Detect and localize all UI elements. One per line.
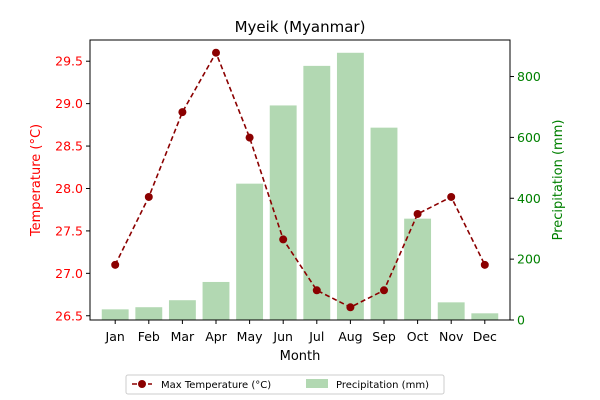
x-tick-label: Oct	[407, 329, 429, 344]
bar-may	[236, 183, 264, 320]
left-tick-label: 27.5	[55, 223, 83, 238]
x-tick-label: Jun	[272, 329, 293, 344]
temperature-point-sep	[380, 286, 388, 295]
temperature-point-jul	[312, 286, 321, 295]
legend-label-temperature: Max Temperature (°C)	[161, 380, 271, 391]
y-left-axis-title: Temperature (°C)	[29, 124, 44, 237]
bar-oct	[404, 218, 432, 320]
bar-aug	[336, 52, 364, 321]
bars-layer	[101, 52, 499, 321]
x-axis-title: Month	[280, 349, 321, 364]
temperature-point-feb	[144, 192, 153, 201]
x-tick-label: Aug	[338, 329, 362, 344]
legend-label-precipitation: Precipitation (mm)	[336, 380, 429, 391]
temperature-point-nov	[447, 192, 456, 201]
temperature-point-may	[245, 133, 254, 142]
bar-feb	[135, 307, 163, 320]
legend-box	[125, 374, 445, 395]
right-tick-label: 400	[517, 191, 541, 206]
chart-title: Myeik (Myanmar)	[235, 18, 366, 36]
temperature-point-oct	[413, 209, 422, 218]
temperature-point-apr	[212, 48, 220, 57]
legend: Max Temperature (°C) Precipitation (mm)	[125, 374, 445, 395]
right-tick-label: 0	[517, 313, 525, 328]
legend-bar-swatch	[306, 379, 328, 388]
temperature-point-aug	[346, 303, 355, 312]
right-axis: 0 200 400 600 800	[510, 69, 541, 328]
x-tick-label: Mar	[171, 329, 195, 344]
bar-jan	[101, 309, 129, 320]
bar-dec	[471, 313, 499, 320]
x-tick-label: Feb	[138, 329, 160, 344]
x-tick-label: Apr	[205, 329, 227, 344]
left-tick-label: 29.5	[55, 54, 83, 69]
legend-line-marker	[138, 380, 146, 388]
x-tick-label: Sep	[372, 329, 396, 344]
left-tick-label: 29.0	[55, 96, 83, 111]
bar-mar	[168, 300, 196, 320]
y-right-axis-title: Precipitation (mm)	[551, 120, 566, 241]
left-tick-label: 28.5	[55, 139, 83, 154]
right-tick-label: 200	[517, 252, 541, 267]
bar-nov	[437, 302, 465, 320]
bar-jul	[303, 65, 331, 320]
x-axis: Jan Feb Mar Apr May Jun Jul Aug Sep Oct Nov Dec	[105, 320, 497, 344]
x-tick-label: Dec	[473, 329, 497, 344]
left-axis: 26.5 27.0 27.5 28.0 28.5 29.0 29.5	[55, 54, 90, 323]
temperature-point-mar	[178, 108, 187, 117]
left-tick-label: 28.0	[55, 181, 83, 196]
x-tick-label: Jan	[105, 329, 125, 344]
right-tick-label: 800	[517, 69, 541, 84]
temperature-point-jan	[111, 260, 120, 269]
x-tick-label: Nov	[439, 329, 464, 344]
right-tick-label: 600	[517, 130, 541, 145]
plot-frame	[89, 39, 511, 321]
x-tick-label: Jul	[308, 329, 324, 344]
temperature-line	[114, 50, 486, 309]
x-tick-label: May	[237, 329, 263, 344]
left-tick-label: 26.5	[55, 308, 83, 323]
temperature-point-jun	[279, 235, 288, 244]
bar-jun	[269, 105, 297, 320]
line-layer	[111, 48, 489, 312]
temperature-point-dec	[480, 260, 489, 269]
bar-apr	[202, 281, 230, 320]
left-tick-label: 27.0	[55, 266, 83, 281]
